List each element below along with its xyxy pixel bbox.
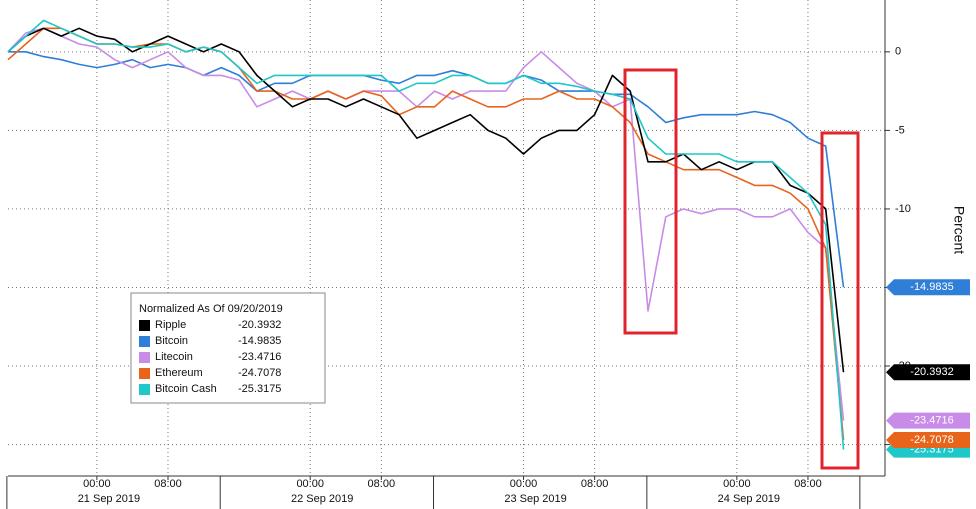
value-tag-label: -23.4716 [910,414,953,426]
date-label: 24 Sep 2019 [718,493,780,505]
legend-label: Litecoin [155,351,193,363]
legend-label: Bitcoin [155,335,188,347]
legend-value: -23.4716 [238,351,281,363]
x-tick-label: 08:00 [368,478,396,490]
legend-label: Ripple [155,319,186,331]
x-tick-label: 00:00 [723,478,751,490]
date-label: 21 Sep 2019 [78,493,140,505]
date-label: 23 Sep 2019 [504,493,566,505]
x-tick-label: 00:00 [83,478,111,490]
axis-title: Percent [951,206,967,254]
value-tag-label: -14.9835 [910,281,953,293]
value-tag-label: -20.3932 [910,366,953,378]
legend-value: -25.3175 [238,383,281,395]
y-tick-label: -5 [895,124,905,136]
date-label: 22 Sep 2019 [291,493,353,505]
x-tick-label: 08:00 [581,478,609,490]
value-tag-label: -24.7078 [910,434,953,446]
legend-swatch [139,320,150,331]
legend-title: Normalized As Of 09/20/2019 [139,303,283,315]
x-tick-label: 08:00 [154,478,182,490]
legend-swatch [139,352,150,363]
legend-swatch [139,336,150,347]
x-tick-label: 08:00 [794,478,822,490]
x-tick-label: 00:00 [510,478,538,490]
legend-value: -24.7078 [238,367,281,379]
legend-value: -20.3932 [238,319,281,331]
legend-value: -14.9835 [238,335,281,347]
legend-swatch [139,368,150,379]
chart: 0-5-10-15-20-2500:0008:0000:0008:0000:00… [0,0,976,509]
background [0,0,976,509]
y-tick-label: 0 [895,46,901,58]
legend-label: Ethereum [155,367,203,379]
x-tick-label: 00:00 [296,478,324,490]
legend-label: Bitcoin Cash [155,383,217,395]
y-tick-label: -10 [895,203,911,215]
legend: Normalized As Of 09/20/2019 Ripple -20.39… [131,293,325,403]
legend-swatch [139,384,150,395]
